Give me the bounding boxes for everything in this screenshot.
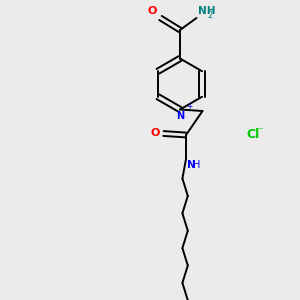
- Text: NH: NH: [198, 7, 215, 16]
- Text: 2: 2: [207, 11, 213, 20]
- Text: H: H: [193, 160, 200, 170]
- Text: O: O: [151, 128, 160, 139]
- Text: O: O: [148, 7, 157, 16]
- Text: ⁻: ⁻: [257, 126, 263, 136]
- Text: +: +: [187, 102, 193, 111]
- Text: N: N: [176, 111, 184, 121]
- Text: Cl: Cl: [246, 128, 259, 142]
- Text: N: N: [188, 160, 196, 170]
